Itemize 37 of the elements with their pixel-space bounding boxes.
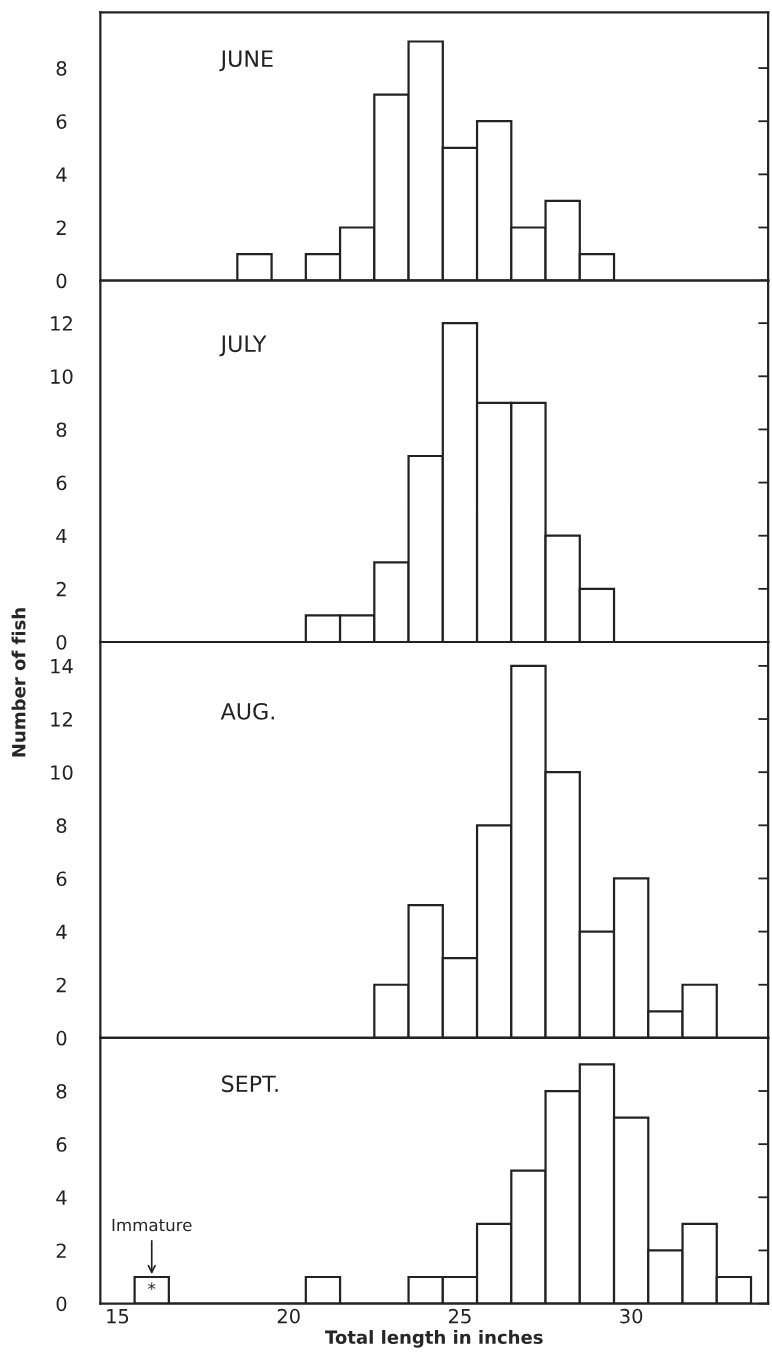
text: JULY [219, 335, 267, 357]
y-tick-label: 0 [56, 1030, 67, 1046]
y-tick-label: 2 [56, 1243, 66, 1258]
y-tick-label: 8 [56, 1083, 67, 1099]
x-tick-label: 30 [620, 1308, 643, 1324]
y-tick-label: 12 [51, 712, 72, 727]
y-axis-title: Number of fish [11, 608, 26, 757]
y-tick-label: 4 [56, 1190, 67, 1205]
y-tick-label: 0 [56, 273, 67, 289]
y-tick-label: 4 [56, 924, 67, 939]
y-tick-label: 6 [56, 1137, 67, 1152]
annotation: Immature [112, 1218, 192, 1232]
y-tick-label: 10 [51, 765, 73, 780]
y-tick-label: 12 [51, 316, 72, 331]
y-tick-label: 2 [56, 581, 66, 597]
y-tick-label: 2 [56, 977, 66, 993]
y-tick-label: 0 [56, 634, 67, 650]
y-tick-label: 8 [56, 61, 67, 76]
y-tick-label: 8 [56, 818, 67, 833]
y-tick-label: 8 [56, 422, 67, 438]
annotation: * [148, 1282, 156, 1291]
y-tick-label: 4 [56, 167, 67, 182]
x-tick-label: 15 [107, 1309, 129, 1324]
y-tick-label: 6 [56, 475, 67, 491]
y-tick-label: 14 [51, 659, 73, 674]
x-tick-label: 20 [277, 1308, 300, 1324]
x-axis-title: Total length in inches [325, 1330, 543, 1348]
x-tick-label: 25 [448, 1308, 471, 1324]
y-tick-label: 6 [56, 871, 67, 887]
y-tick-label: 6 [56, 114, 67, 129]
text: AUG. [220, 702, 274, 720]
text: SEPT. [222, 1075, 278, 1093]
y-tick-label: 10 [51, 369, 73, 384]
y-tick-label: 4 [56, 528, 67, 544]
text: JUNE [219, 50, 273, 72]
y-tick-label: 0 [56, 1296, 67, 1312]
y-tick-label: 2 [56, 220, 66, 235]
